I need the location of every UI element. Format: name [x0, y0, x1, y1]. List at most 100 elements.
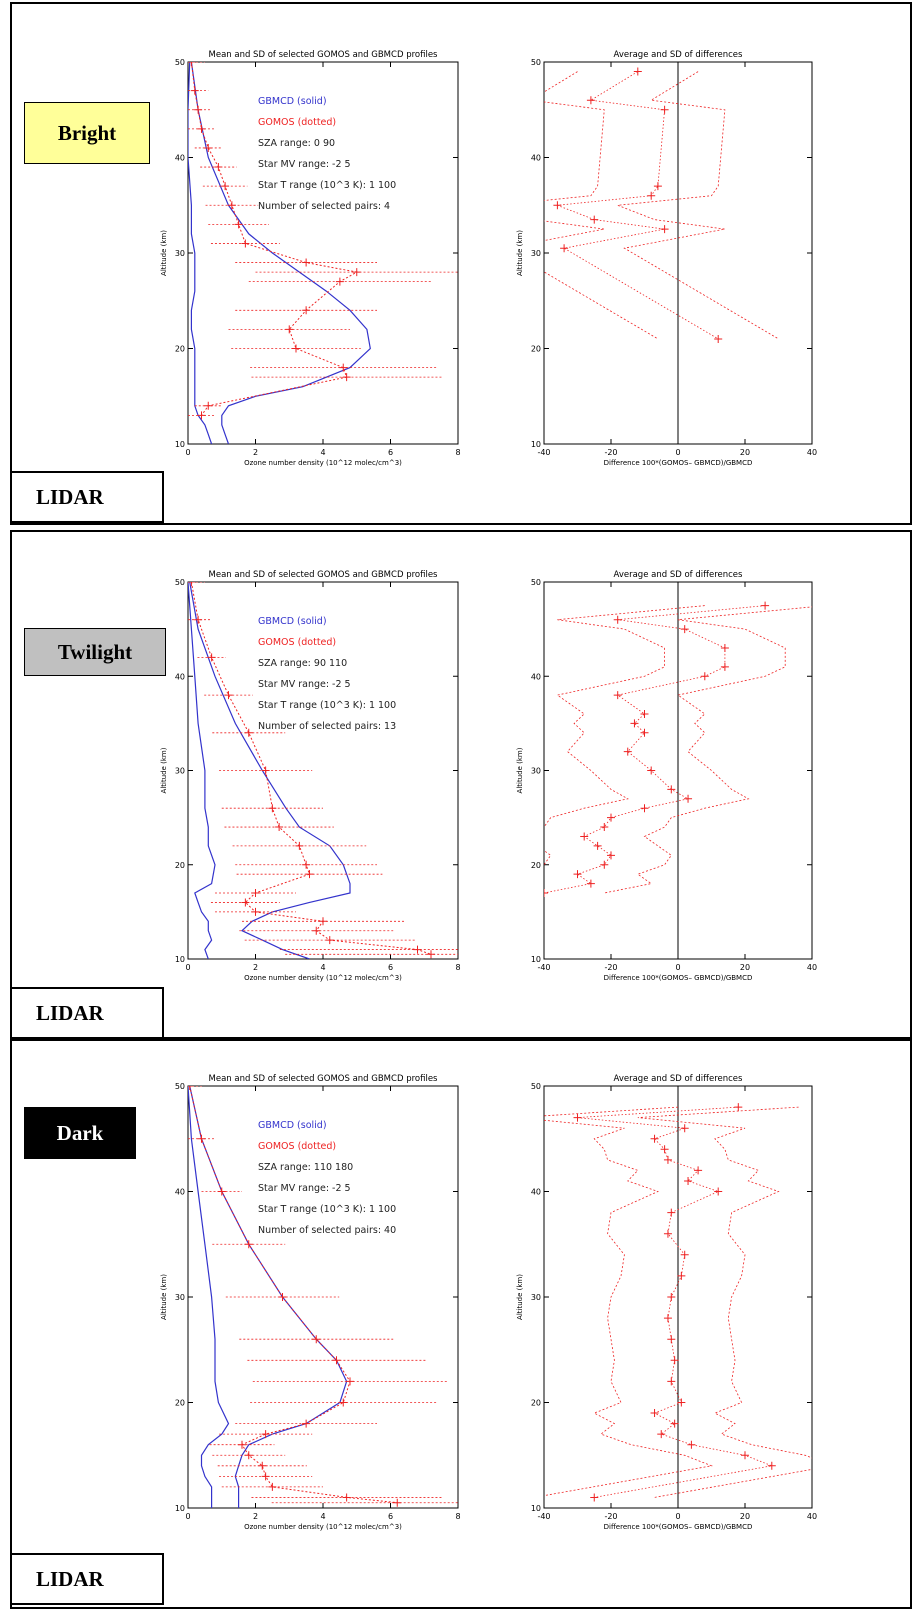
difference-point-marker — [590, 1493, 599, 1502]
difference-point-marker — [670, 1356, 679, 1365]
panel-charts: 0 2 4 6 8 10 20 30 40 50 Mean and SD of selected G… — [160, 570, 817, 982]
difference-point-marker — [607, 813, 615, 822]
difference-point-marker — [667, 1208, 676, 1217]
data-point-marker — [217, 1187, 226, 1196]
ozone-profile-series — [188, 582, 458, 959]
difference-point-marker — [573, 870, 582, 879]
condition-label: Twilight — [24, 628, 166, 676]
x-tick-label: 2 — [253, 448, 258, 457]
panel-bright: 0 2 4 6 8 10 20 30 40 50 Mean and SD of selected G… — [10, 2, 912, 525]
y-tick-label: 50 — [175, 58, 185, 67]
ozone-profile-series — [188, 1086, 458, 1508]
y-tick-label: 50 — [531, 58, 541, 67]
ozone-profile-axes: 0 2 4 6 8 10 20 30 40 50 Mean and SD of selected G… — [160, 50, 461, 467]
x-axis-label: Ozone number density (10^12 molec/cm^3) — [244, 1523, 402, 1531]
x-tick-label: 0 — [675, 1512, 680, 1521]
data-point-marker — [275, 823, 284, 832]
legend-dotted: GOMOS (dotted) — [258, 1141, 336, 1152]
difference-point-marker — [650, 1409, 659, 1418]
y-tick-label: 40 — [175, 1188, 185, 1197]
y-tick-label: 50 — [531, 578, 541, 587]
data-point-marker — [234, 220, 243, 229]
lidar-label: LIDAR — [12, 987, 164, 1039]
difference-point-marker — [741, 1451, 749, 1460]
chart-title: Average and SD of differences — [614, 570, 744, 580]
y-tick-label: 30 — [531, 249, 541, 258]
x-tick-label: -20 — [604, 448, 617, 457]
y-axis-label: Altitude (km) — [516, 1274, 524, 1320]
legend-solid: GBMCD (solid) — [258, 616, 327, 627]
data-point-marker — [241, 239, 250, 248]
difference-point-marker — [647, 766, 656, 775]
x-tick-label: -20 — [604, 963, 617, 972]
difference-point-marker — [553, 201, 562, 210]
difference-point-marker — [667, 1293, 676, 1301]
legend-star-mv: Star MV range: -2 5 — [258, 1183, 351, 1194]
y-tick-label: 50 — [531, 1082, 541, 1091]
chart-title: Average and SD of differences — [614, 50, 744, 60]
data-point-marker — [339, 1398, 348, 1407]
legend-pairs: Number of selected pairs: 4 — [258, 201, 390, 212]
difference-point-marker — [633, 67, 642, 76]
x-tick-label: 4 — [320, 1512, 325, 1521]
x-tick-label: 0 — [185, 963, 190, 972]
difference-profile-axes: -40 -20 0 20 40 10 20 30 40 50 Average and SD of d… — [516, 570, 817, 982]
data-point-marker — [241, 898, 250, 907]
difference-point-marker — [660, 1145, 669, 1154]
data-point-marker — [227, 201, 236, 210]
x-tick-label: -40 — [537, 1512, 550, 1521]
x-tick-label: 8 — [455, 963, 460, 972]
data-point-marker — [261, 1430, 270, 1439]
difference-profile-axes: -40 -20 0 20 40 10 20 30 40 50 Average and SD of d… — [516, 50, 817, 467]
y-tick-label: 30 — [175, 1293, 185, 1302]
data-point-marker — [204, 401, 213, 410]
data-point-marker — [268, 1482, 277, 1491]
x-tick-label: 4 — [320, 963, 325, 972]
gbmcd-mean-line — [189, 1086, 348, 1508]
difference-point-marker — [687, 1440, 696, 1449]
y-tick-label: 10 — [531, 440, 541, 449]
data-point-marker — [335, 277, 344, 286]
data-point-marker — [346, 1377, 354, 1386]
legend-dotted: GOMOS (dotted) — [258, 637, 336, 648]
difference-point-marker — [663, 1155, 672, 1164]
data-point-marker — [312, 926, 321, 935]
difference-point-marker — [700, 672, 709, 681]
y-axis-label: Altitude (km) — [160, 1274, 168, 1320]
data-point-marker — [302, 258, 311, 267]
difference-point-marker — [684, 1176, 693, 1185]
data-point-marker — [295, 841, 304, 850]
data-point-marker — [190, 86, 199, 95]
data-point-marker — [188, 582, 196, 586]
difference-point-marker — [623, 747, 632, 756]
difference-sd-upper — [604, 606, 812, 894]
data-point-marker — [197, 411, 206, 420]
difference-mean-line — [544, 605, 766, 894]
data-point-marker — [251, 907, 260, 916]
data-point-marker — [302, 306, 311, 315]
chart-title: Mean and SD of selected GOMOS and GBMCD … — [209, 570, 439, 580]
x-tick-label: 8 — [455, 1512, 460, 1521]
difference-point-marker — [590, 215, 599, 224]
difference-point-marker — [593, 841, 602, 850]
difference-point-marker — [720, 662, 729, 671]
y-tick-label: 20 — [531, 861, 541, 870]
x-axis-label: Ozone number density (10^12 molec/cm^3) — [244, 974, 402, 982]
y-tick-label: 20 — [531, 345, 541, 354]
data-point-marker — [207, 653, 216, 662]
difference-point-marker — [663, 1314, 672, 1323]
data-point-marker — [214, 163, 223, 172]
ozone-profile-series — [188, 62, 458, 444]
difference-point-marker — [647, 191, 656, 200]
legend-dotted: GOMOS (dotted) — [258, 117, 336, 128]
data-point-marker — [197, 1134, 206, 1143]
x-tick-label: -40 — [537, 963, 550, 972]
difference-point-marker — [640, 709, 649, 718]
data-point-marker — [194, 615, 203, 624]
y-tick-label: 40 — [531, 672, 541, 681]
data-point-marker — [342, 373, 351, 382]
x-tick-label: 6 — [388, 1512, 393, 1521]
x-tick-label: 20 — [740, 963, 750, 972]
x-tick-label: 40 — [807, 963, 817, 972]
legend-star-t: Star T range (10^3 K): 1 100 — [258, 180, 396, 191]
